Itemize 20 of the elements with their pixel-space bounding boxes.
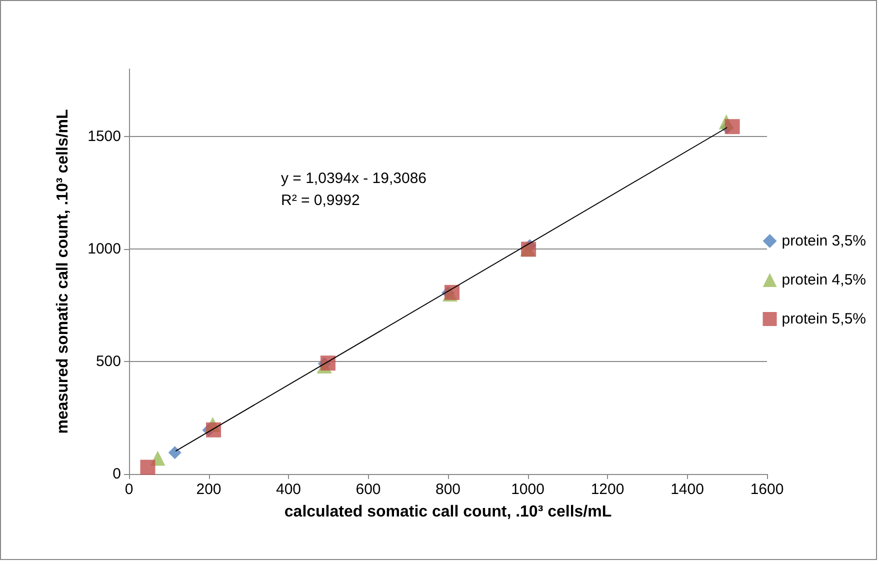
- x-tick-label: 200: [196, 481, 222, 498]
- x-tick-label: 1000: [511, 481, 544, 498]
- x-tick-label: 600: [356, 481, 381, 498]
- y-tick-label: 0: [112, 466, 121, 482]
- y-tick-label: 500: [96, 353, 121, 370]
- legend-label: protein 4,5%: [782, 272, 866, 288]
- x-tick-label: 1600: [750, 481, 784, 498]
- x-tick-label: 1400: [670, 481, 704, 498]
- x-tick-label: 1200: [590, 481, 624, 498]
- annotation: y = 1,0394x - 19,3086: [280, 170, 427, 187]
- y-axis-title: measured somatic call count, .10³ cells/mL: [54, 108, 72, 434]
- x-tick-label: 400: [276, 481, 302, 498]
- x-tick-label: 800: [435, 481, 461, 498]
- x-axis-title: calculated somatic call count, .10³ cells/mL: [284, 504, 612, 520]
- y-tick-label: 1000: [88, 240, 121, 258]
- y-tick-label: 1500: [88, 128, 121, 145]
- annotation: R² = 0,9992: [280, 192, 360, 209]
- legend-label: protein 3,5%: [782, 232, 866, 250]
- legend-label: protein 5,5%: [782, 310, 866, 328]
- x-tick-label: 0: [124, 481, 134, 498]
